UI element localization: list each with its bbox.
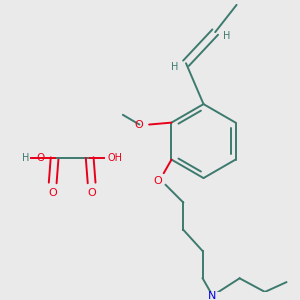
Text: O: O xyxy=(48,188,57,198)
Text: OH: OH xyxy=(107,153,122,163)
Text: O: O xyxy=(134,120,143,130)
Text: N: N xyxy=(208,291,217,300)
Text: O: O xyxy=(154,176,162,186)
Text: H: H xyxy=(223,31,231,41)
Text: O: O xyxy=(87,188,96,198)
Text: O: O xyxy=(36,153,44,163)
Text: H: H xyxy=(22,153,29,163)
Text: H: H xyxy=(171,62,178,72)
